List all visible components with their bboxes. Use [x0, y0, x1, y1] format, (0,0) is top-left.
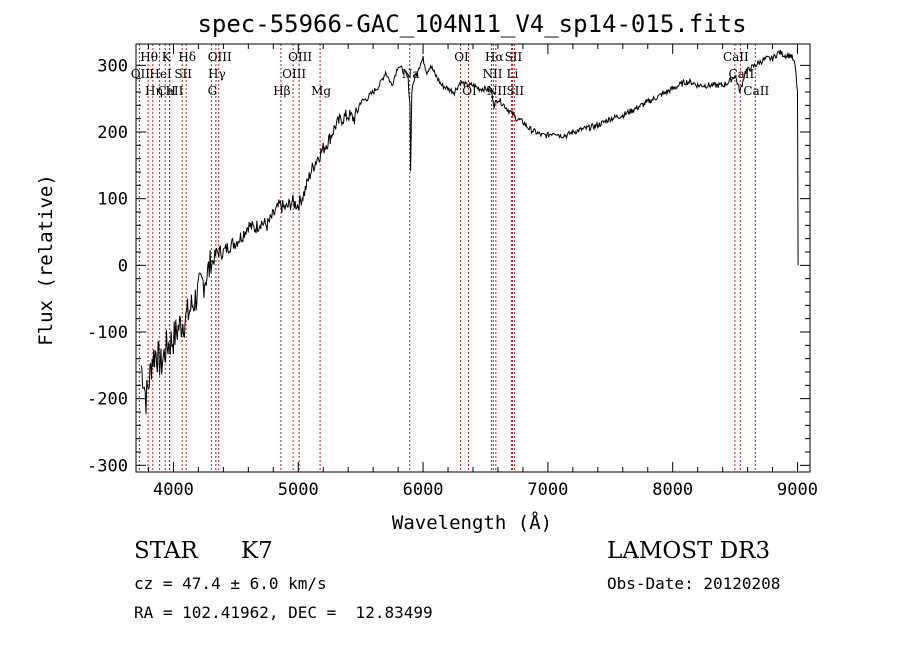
line-label-19: H — [165, 84, 175, 98]
flux-series-line — [140, 50, 799, 415]
object-subclass: K7 — [241, 538, 273, 564]
y-axis-label: Flux (relative) — [35, 174, 57, 346]
y-tick-label-6: 300 — [97, 56, 128, 76]
line-label-17: CaII — [158, 84, 184, 98]
line-label-20: G — [208, 84, 218, 98]
line-label-25: SII — [506, 84, 524, 98]
y-tick-label-2: -100 — [87, 323, 128, 343]
x-tick-label-1: 5000 — [278, 480, 319, 500]
y-tick-label-4: 100 — [97, 190, 128, 210]
plot-frame — [135, 43, 811, 473]
survey-name: LAMOST DR3 — [607, 538, 771, 564]
line-label-4: OIII — [288, 50, 312, 64]
redshift-velocity: cz = 47.4 ± 6.0 km/s — [134, 574, 327, 593]
line-label-14: NII — [482, 67, 502, 81]
y-tick-label-0: -300 — [87, 456, 128, 476]
line-label-23: OI — [462, 84, 477, 98]
line-label-21: Hβ — [273, 84, 290, 98]
line-label-11: SII — [174, 67, 192, 81]
line-label-13: OIII — [282, 67, 306, 81]
line-label-10: HeI — [149, 67, 172, 81]
line-label-3: OIII — [208, 50, 232, 64]
x-tick-label-2: 6000 — [403, 480, 444, 500]
x-axis-ticks: 4000 5000 6000 7000 8000 9000 — [147, 44, 818, 500]
line-label-24: NII — [487, 84, 507, 98]
x-tick-label-5: 9000 — [777, 480, 818, 500]
y-tick-label-1: -200 — [87, 390, 128, 410]
object-class: STAR — [134, 538, 198, 564]
y-tick-label-5: 200 — [97, 123, 128, 143]
line-label-1: K — [162, 50, 172, 64]
line-label-7: SII — [505, 50, 523, 64]
line-label-0: Hθ — [140, 50, 158, 64]
line-label-22: Mg — [311, 84, 331, 98]
line-label-2: Hδ — [178, 50, 196, 64]
x-tick-label-3: 7000 — [527, 480, 568, 500]
line-label-12: Hγ — [208, 67, 226, 81]
y-axis-ticks: -300 -200 -100 0 100 200 300 — [87, 56, 810, 476]
x-tick-label-0: 4000 — [153, 480, 194, 500]
observation-date: Obs-Date: 20120208 — [607, 574, 781, 593]
line-label-5: OI — [454, 50, 469, 64]
sky-coordinates: RA = 102.41962, DEC = 12.83499 — [134, 603, 433, 622]
x-tick-label-4: 8000 — [652, 480, 693, 500]
chart-title: spec-55966-GAC_104N11_V4_sp14-015.fits — [197, 10, 746, 38]
x-axis-label: Wavelength (Å) — [392, 511, 552, 534]
line-label-6: Hα — [485, 50, 504, 64]
line-label-26: CaII — [743, 84, 769, 98]
line-label-18: Hη — [145, 84, 163, 98]
y-tick-label-3: 0 — [118, 256, 128, 276]
emission-line-markers — [138, 44, 756, 472]
line-label-8: CaII — [723, 50, 749, 64]
line-label-15: Li — [507, 67, 519, 81]
